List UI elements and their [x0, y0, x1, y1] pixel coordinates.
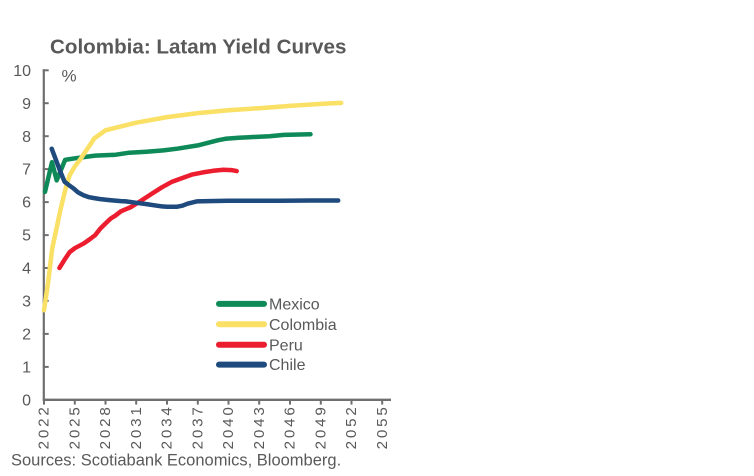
- svg-text:3: 3: [22, 294, 31, 311]
- svg-text:1: 1: [22, 360, 31, 377]
- svg-text:2037: 2037: [189, 404, 206, 449]
- svg-text:Peru: Peru: [269, 337, 303, 354]
- svg-text:2034: 2034: [159, 404, 176, 449]
- svg-text:2022: 2022: [36, 404, 53, 449]
- svg-text:2031: 2031: [128, 404, 145, 449]
- svg-text:Colombia: Colombia: [269, 317, 337, 334]
- svg-text:0: 0: [22, 392, 31, 409]
- svg-text:8: 8: [22, 129, 31, 146]
- svg-text:Sources: Scotiabank Economics,: Sources: Scotiabank Economics, Bloomberg…: [11, 452, 341, 470]
- svg-text:Mexico: Mexico: [269, 297, 320, 314]
- svg-text:2028: 2028: [97, 404, 114, 449]
- svg-text:6: 6: [22, 195, 31, 212]
- svg-text:%: %: [62, 66, 77, 85]
- svg-text:2052: 2052: [343, 404, 360, 449]
- svg-text:2046: 2046: [282, 404, 299, 449]
- svg-text:2025: 2025: [66, 404, 83, 449]
- svg-text:7: 7: [22, 162, 31, 179]
- svg-text:Colombia: Latam Yield Curves: Colombia: Latam Yield Curves: [50, 36, 346, 59]
- svg-text:2049: 2049: [312, 404, 329, 449]
- svg-text:4: 4: [22, 261, 31, 278]
- svg-text:10: 10: [13, 63, 31, 80]
- svg-text:5: 5: [22, 228, 31, 245]
- svg-text:Chile: Chile: [269, 357, 306, 374]
- svg-text:2043: 2043: [251, 404, 268, 449]
- svg-text:2055: 2055: [374, 404, 391, 449]
- svg-text:2: 2: [22, 327, 31, 344]
- svg-text:2040: 2040: [220, 404, 237, 449]
- svg-text:9: 9: [22, 96, 31, 113]
